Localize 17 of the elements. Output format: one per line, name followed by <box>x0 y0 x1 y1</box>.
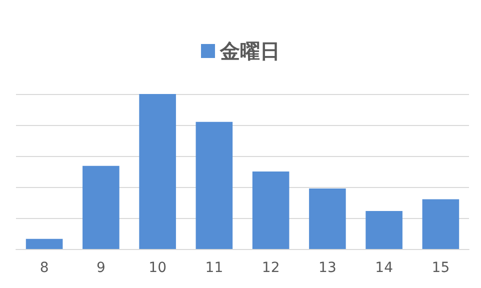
bar <box>196 122 233 249</box>
x-tick-label: 14 <box>375 260 394 276</box>
x-tick-label: 8 <box>40 260 49 276</box>
bar <box>139 94 176 249</box>
legend-label: 金曜日 <box>219 39 280 63</box>
x-tick-label: 15 <box>432 260 450 276</box>
x-tick-label: 13 <box>318 260 336 276</box>
bar <box>26 238 63 249</box>
x-tick-label: 12 <box>262 260 280 276</box>
x-tick-label: 9 <box>96 260 106 276</box>
bar <box>252 172 290 249</box>
bar <box>422 199 460 249</box>
bar <box>309 188 346 249</box>
x-tick-label: 11 <box>205 260 224 276</box>
bar <box>82 166 120 249</box>
x-tick-label: 10 <box>148 260 166 276</box>
bar <box>366 211 402 249</box>
